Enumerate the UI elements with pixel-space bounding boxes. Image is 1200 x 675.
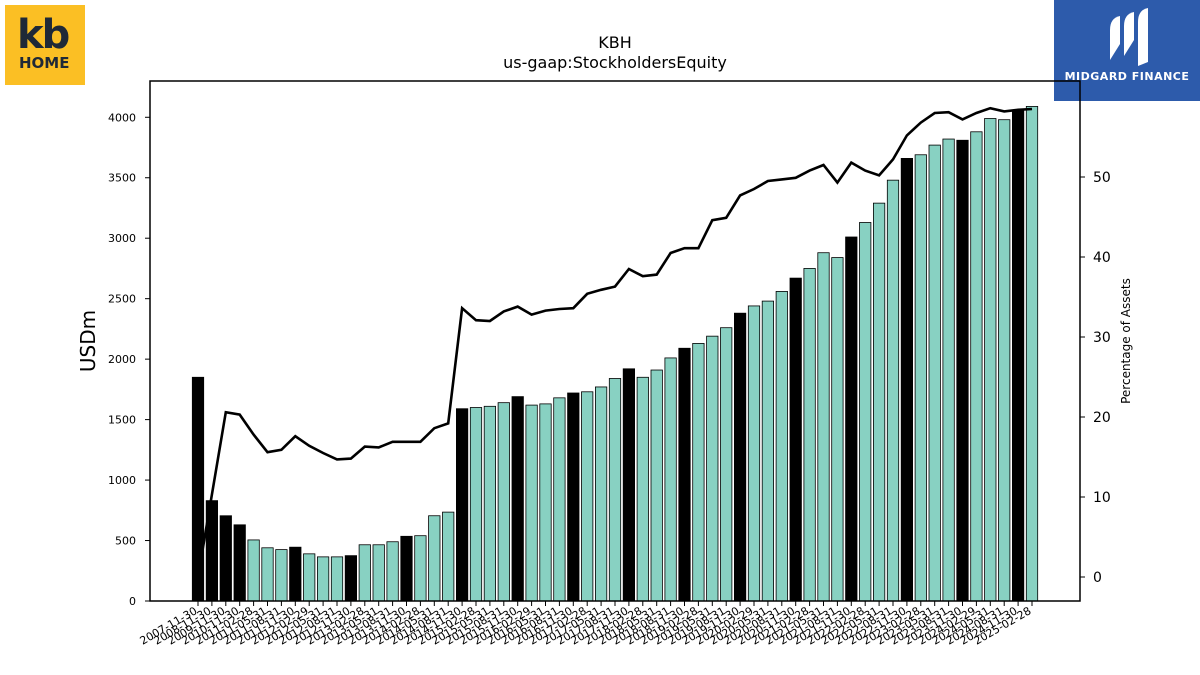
bar-quarterly [261,547,274,602]
bar-quarterly [1025,105,1039,602]
midgard-finance-logo: MIDGARD FINANCE [1054,0,1200,101]
bar-quarterly [984,118,997,602]
bar-quarterly [414,535,427,602]
bar-quarterly [275,549,288,602]
bar-annual [622,368,635,602]
bar-quarterly [831,257,844,602]
bar-annual [789,277,802,602]
pct-assets-line [196,106,1033,578]
y-tick-label: 1000 [108,474,136,487]
bar-quarterly [303,553,316,602]
bar-quarterly [442,511,455,602]
bar-quarterly [581,391,594,602]
bar-annual [456,408,469,602]
y2-axis-label: Percentage of Assets [1119,278,1133,404]
bar-quarterly [317,556,330,602]
bar-quarterly [803,268,816,602]
bar-quarterly [970,131,983,602]
bar-quarterly [553,397,566,602]
bar-quarterly [706,335,719,602]
bar-annual [233,524,246,602]
bar-quarterly [886,179,900,602]
bar-annual [845,236,858,602]
bar-quarterly [720,327,733,602]
y2-tick-label: 10 [1093,490,1111,506]
bar-annual [344,555,357,602]
y-tick-label: 2000 [108,353,136,366]
bar-quarterly [428,515,441,602]
y2-tick-label: 30 [1093,330,1111,346]
bar-quarterly [747,305,761,602]
bar-quarterly [817,252,830,602]
bar-quarterly [483,405,496,602]
bar-annual [219,515,232,602]
bar-quarterly [330,556,344,602]
y-tick-label: 3000 [108,232,136,245]
bar-quarterly [247,539,260,602]
y2-tick-label: 40 [1093,250,1111,266]
bar-quarterly [692,343,705,602]
y-axis-label: USDm [76,310,100,372]
bar-quarterly [358,544,371,602]
y2-tick-label: 20 [1093,410,1111,426]
bar-quarterly [914,154,927,602]
bar-quarterly [386,541,399,602]
bar-annual [956,139,969,602]
kb-logo-text: kb [17,12,70,58]
y-tick-label: 3500 [108,172,136,185]
bar-quarterly [608,378,622,602]
bar-quarterly [372,544,385,602]
y2-tick-label: 0 [1093,570,1102,586]
y-tick-label: 1500 [108,414,136,427]
midgard-mark-icon [1110,8,1148,66]
bar-quarterly [998,119,1011,602]
midgard-logo-text: MIDGARD FINANCE [1064,70,1190,83]
bar-annual [900,157,913,602]
bar-quarterly [539,403,552,602]
bar-quarterly [928,144,941,602]
bar-annual [734,312,747,602]
bar-quarterly [859,222,872,602]
bar-annual [567,392,580,602]
bar-quarterly [650,369,663,602]
bar-quarterly [761,300,774,602]
bar-annual [511,396,524,602]
y-tick-label: 0 [129,595,136,608]
chart-subtitle: us-gaap:StockholdersEquity [503,53,727,72]
y2-tick-label: 50 [1093,170,1111,186]
y-tick-label: 4000 [108,111,136,124]
bar-quarterly [942,138,955,602]
bar-quarterly [664,357,677,602]
kb-home-logo: kb HOME [5,5,85,85]
bar-quarterly [525,404,538,602]
chart-title: KBH [598,33,632,52]
bar-quarterly [469,407,483,602]
home-logo-text: HOME [19,54,70,72]
bar-annual [678,347,691,602]
bar-quarterly [497,402,510,602]
bar-quarterly [636,376,649,602]
bar-annual [289,546,302,602]
y-tick-label: 500 [115,535,136,548]
bar-quarterly [595,386,608,602]
bar-annual [1012,109,1025,602]
y-tick-label: 2500 [108,293,136,306]
bar-quarterly [873,202,886,602]
bar-annual [191,376,205,602]
bar-annual [400,535,413,602]
bar-quarterly [775,291,788,602]
